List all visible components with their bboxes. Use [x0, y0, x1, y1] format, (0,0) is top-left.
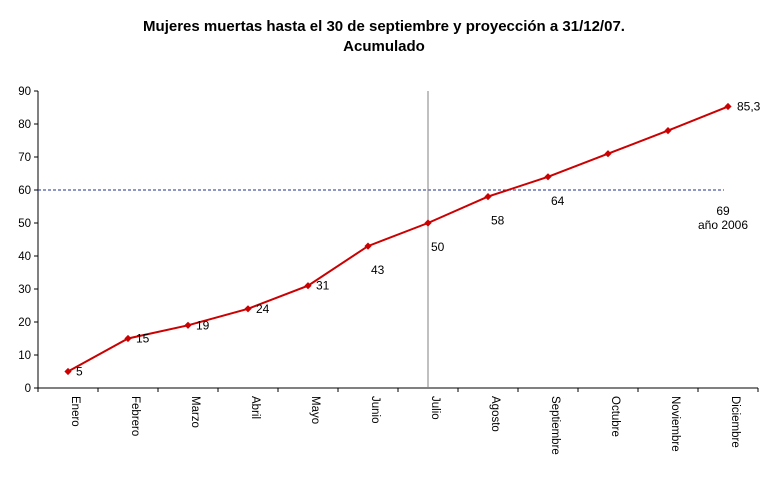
- reference-line-value: 69: [716, 204, 730, 218]
- data-label: 64: [551, 194, 565, 208]
- y-tick-label: 50: [18, 218, 31, 230]
- x-tick-label: Agosto: [489, 396, 501, 432]
- data-point: [724, 102, 732, 111]
- reference-line-label: año 2006: [698, 218, 748, 232]
- data-point: [364, 242, 372, 250]
- data-label: 15: [136, 332, 150, 346]
- x-tick-label: Junio: [369, 396, 381, 424]
- chart-subtitle: Acumulado: [343, 38, 425, 55]
- data-point: [544, 173, 552, 181]
- y-tick-label: 20: [18, 317, 31, 329]
- data-label: 50: [431, 240, 445, 254]
- y-tick-label: 10: [18, 350, 31, 362]
- x-tick-label: Julio: [429, 396, 441, 420]
- data-label: 31: [316, 279, 330, 293]
- data-point: [424, 219, 432, 227]
- data-label: 24: [256, 302, 270, 316]
- data-point: [124, 334, 132, 343]
- data-label: 85,3: [737, 100, 761, 114]
- data-label: 19: [196, 318, 210, 332]
- data-point: [484, 193, 492, 201]
- series-line: [67, 105, 729, 373]
- y-tick-label: 30: [18, 284, 31, 296]
- y-tick-label: 60: [18, 185, 31, 197]
- data-point: [244, 305, 252, 313]
- x-tick-label: Abril: [249, 396, 261, 419]
- y-tick-label: 90: [18, 86, 31, 98]
- x-tick-label: Marzo: [189, 396, 201, 428]
- x-tick-label: Octubre: [609, 396, 621, 437]
- chart-title-block: Mujeres muertas hasta el 30 de septiembr…: [0, 17, 768, 57]
- y-tick-label: 0: [25, 383, 31, 395]
- x-tick-label: Enero: [69, 396, 81, 427]
- data-point: [184, 321, 192, 329]
- y-tick-label: 80: [18, 119, 31, 131]
- x-tick-label: Mayo: [309, 396, 321, 424]
- data-point: [604, 150, 612, 158]
- x-tick-label: Febrero: [129, 396, 141, 436]
- y-tick-label: 40: [18, 251, 31, 263]
- data-point: [664, 127, 672, 135]
- data-point: [304, 282, 312, 290]
- data-label: 58: [491, 214, 505, 228]
- x-tick-label: Diciembre: [729, 396, 741, 448]
- x-tick-label: Noviembre: [669, 396, 681, 452]
- data-label: 5: [76, 365, 83, 379]
- y-tick-label: 70: [18, 152, 31, 164]
- chart-title: Mujeres muertas hasta el 30 de septiembr…: [143, 18, 625, 35]
- data-label: 43: [371, 263, 385, 277]
- x-tick-label: Septiembre: [549, 396, 561, 455]
- data-point: [64, 367, 72, 376]
